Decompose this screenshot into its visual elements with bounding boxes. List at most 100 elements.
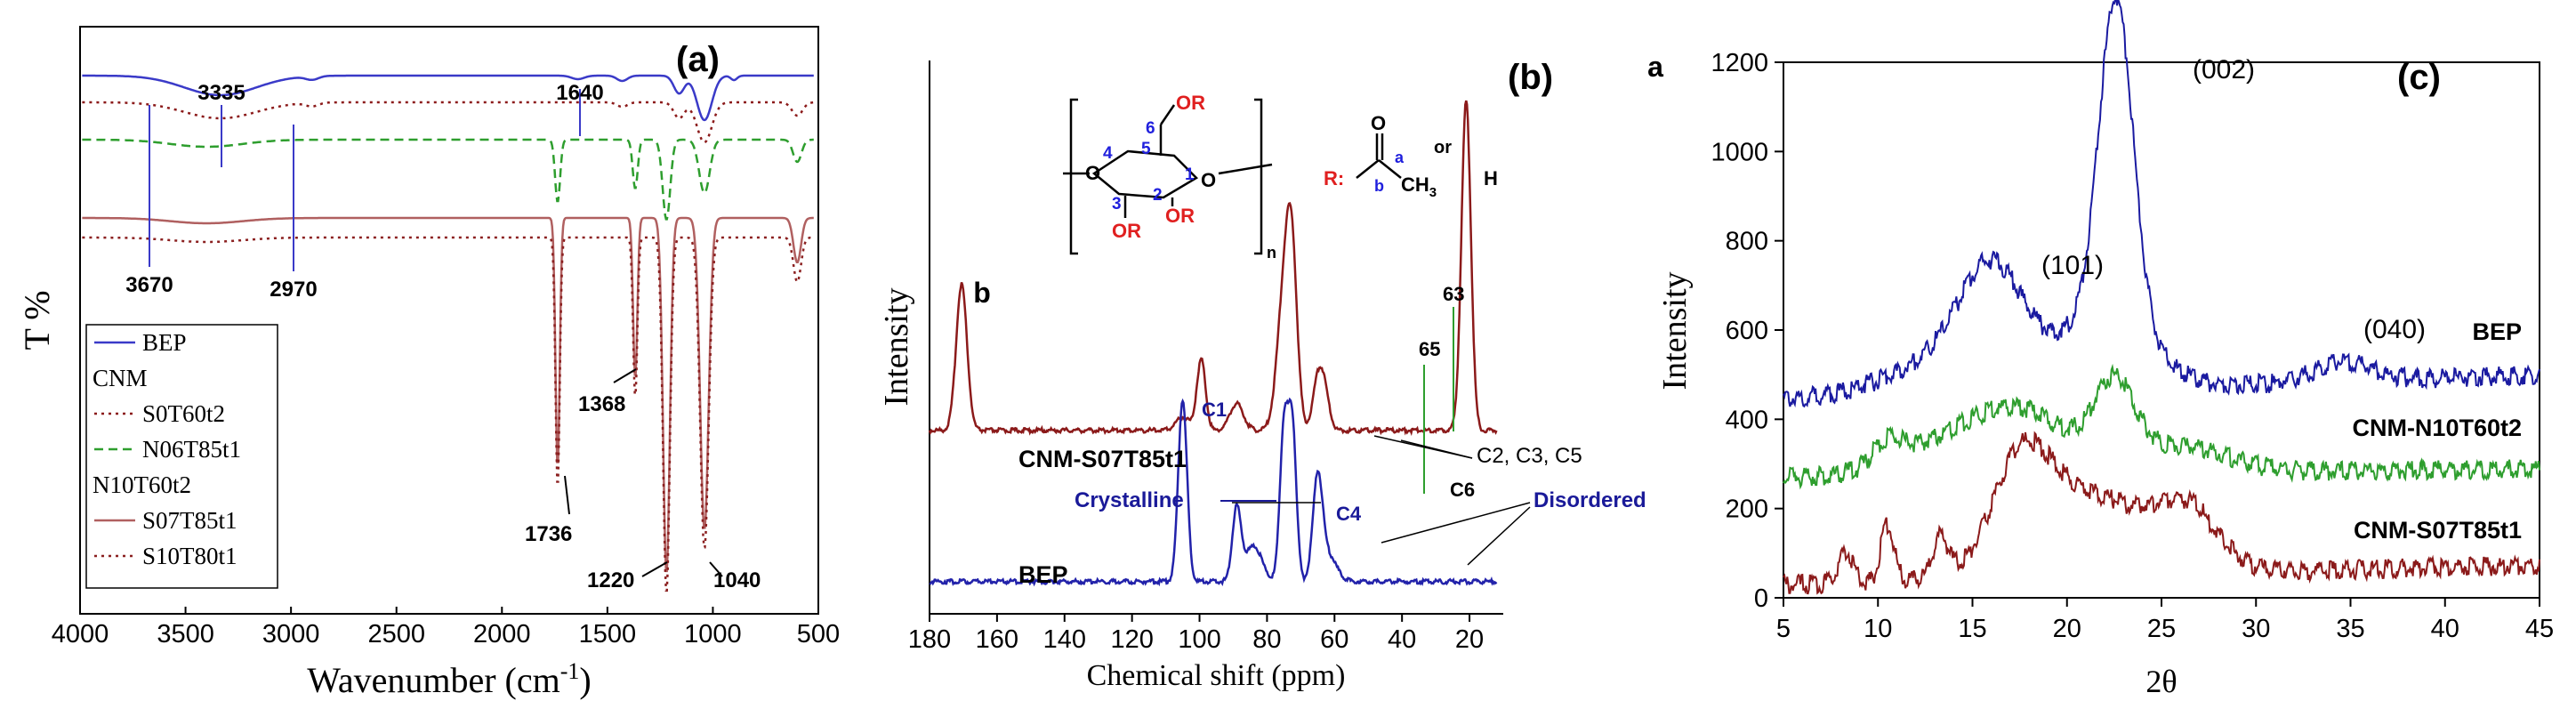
panel-c-series-group bbox=[1783, 0, 2540, 595]
panel-b-annotation-c2c3c5: C2, C3, C5 bbox=[1477, 444, 1582, 468]
panel-a-plot-frame bbox=[79, 26, 819, 615]
panel-c-series-label-cnm-s07: CNM-S07T85t1 bbox=[2354, 517, 2522, 544]
panel-b-y-label: Intensity bbox=[878, 288, 915, 407]
panel-b-x-label: Chemical shift (ppm) bbox=[1087, 659, 1346, 692]
structure-or-bottom-right: OR bbox=[1165, 205, 1195, 227]
panel-b-annotation-63: 63 bbox=[1443, 283, 1464, 305]
panel-a-annotation-1220: 1220 bbox=[587, 568, 634, 592]
panel-b-x-tick-label: 80 bbox=[1252, 625, 1281, 654]
panel-a-series-s0t60t2 bbox=[82, 101, 814, 144]
panel-a-x-tick-label: 4000 bbox=[52, 620, 109, 649]
structure-left-bracket bbox=[1069, 98, 1078, 255]
panel-c-x-tick-label: 15 bbox=[1958, 615, 1986, 643]
panel-c-x-tick-label: 5 bbox=[1776, 615, 1791, 643]
panel-c-x-ticks: 5 10 15 20 25 30 35 40 45 bbox=[1776, 598, 2554, 643]
structure-or-bottom-left: OR bbox=[1112, 220, 1141, 242]
panel-a-legend-label: S0T60t2 bbox=[142, 400, 225, 427]
structure-r-ch3: CH3 bbox=[1401, 173, 1437, 200]
panel-b-disordered-arrow-b bbox=[1467, 506, 1531, 566]
structure-or-text: or bbox=[1434, 138, 1452, 157]
panel-a-x-label-close: ) bbox=[579, 660, 591, 700]
structure-r-bond-2 bbox=[1378, 159, 1402, 179]
panel-c-x-label: 2θ bbox=[2145, 664, 2177, 699]
panel-a-x-tick-label: 1500 bbox=[579, 620, 637, 649]
panel-a-series-group bbox=[82, 74, 814, 592]
panel-c-x-tick-label: 20 bbox=[2053, 615, 2081, 643]
panel-c-x-tick-label: 25 bbox=[2147, 615, 2176, 643]
panel-c-y-tick-label: 200 bbox=[1726, 495, 1768, 524]
panel-a-legend-label: N06T85t1 bbox=[142, 436, 241, 463]
panel-c-series-cnm-n10t60t2 bbox=[1783, 363, 2540, 490]
panel-c-series-label-bep: BEP bbox=[2472, 318, 2522, 345]
panel-c-y-tick-label: 600 bbox=[1726, 317, 1768, 345]
panel-b-annotation-c1: C1 bbox=[1202, 399, 1227, 421]
structure-or-top: OR bbox=[1176, 92, 1205, 114]
panel-a-x-tick-label: 3000 bbox=[262, 620, 320, 649]
panel-c-y-label: Intensity bbox=[1656, 272, 1694, 391]
structure-bond-right bbox=[1218, 163, 1273, 175]
panel-b: 180 160 140 120 100 80 60 40 20 (b) Intensity Ch… bbox=[878, 51, 1663, 692]
panel-b-annotation-crystalline: Crystalline bbox=[1075, 488, 1184, 512]
panel-b-x-ticks: 180 160 140 120 100 80 60 40 20 bbox=[908, 614, 1484, 654]
panel-b-label: (b) bbox=[1508, 58, 1553, 97]
chemical-structure: n O O OR OR OR 1 2 3 4 5 6 R: O b bbox=[1063, 92, 1498, 262]
panel-a-pointer-1040 bbox=[709, 561, 723, 577]
panel-c-y-tick-label: 1200 bbox=[1711, 49, 1768, 77]
panel-a-legend: BEP CNM S0T60t2 N06T85t1 N10T60t2 S07T85t1 S10… bbox=[85, 324, 278, 589]
panel-b-annotation-c4: C4 bbox=[1336, 503, 1362, 525]
panel-a-x-label-sup: -1 bbox=[560, 658, 580, 684]
panel-a-legend-label: S10T80t1 bbox=[142, 543, 237, 569]
panel-b-peak-a-label: a bbox=[1647, 51, 1663, 83]
panel-b-x-tick-label: 140 bbox=[1043, 625, 1086, 654]
panel-a-x-tick-label: 2000 bbox=[473, 620, 531, 649]
panel-a-x-label-main: Wavenumber (cm bbox=[307, 660, 559, 700]
structure-num-1: 1 bbox=[1185, 165, 1195, 184]
panel-c-y-tick-label: 800 bbox=[1726, 228, 1768, 256]
panel-c-y-ticks: 0 200 400 600 800 1000 1200 bbox=[1711, 49, 1783, 613]
panel-a-annotation-1040: 1040 bbox=[713, 568, 761, 592]
panel-a-legend-box bbox=[85, 324, 278, 589]
structure-num-2: 2 bbox=[1153, 186, 1163, 205]
panel-c-label: (c) bbox=[2397, 58, 2441, 97]
structure-bond-c6b bbox=[1159, 104, 1176, 125]
panel-a-series-n06t85t1 bbox=[82, 138, 814, 221]
panel-a-annotation-3670: 3670 bbox=[125, 273, 173, 297]
panel-a-annotation-3335: 3335 bbox=[197, 81, 245, 105]
panel-b-x-tick-label: 60 bbox=[1320, 625, 1348, 654]
panel-b-x-tick-label: 120 bbox=[1110, 625, 1153, 654]
panel-a-x-tick-label: 2500 bbox=[367, 620, 425, 649]
structure-r-bond-1 bbox=[1356, 159, 1380, 179]
panel-a-x-tick-label: 3500 bbox=[157, 620, 214, 649]
panel-b-x-tick-label: 40 bbox=[1388, 625, 1416, 654]
panel-b-x-tick-label: 20 bbox=[1455, 625, 1484, 654]
structure-o-left: O bbox=[1085, 162, 1100, 184]
structure-o-right: O bbox=[1201, 169, 1216, 191]
panel-c-series-bep bbox=[1783, 0, 2540, 408]
panel-c-x-tick-label: 10 bbox=[1864, 615, 1892, 643]
panel-b-annotation-c6: C6 bbox=[1450, 479, 1475, 501]
panel-b-series-bep bbox=[929, 397, 1498, 587]
panel-c-y-tick-label: 400 bbox=[1726, 406, 1768, 434]
structure-h-text: H bbox=[1484, 167, 1498, 189]
structure-num-6: 6 bbox=[1146, 119, 1155, 138]
panel-a-series-s07t85t1 bbox=[82, 216, 814, 573]
structure-subscript-n: n bbox=[1267, 244, 1276, 262]
panel-b-annotation-65: 65 bbox=[1419, 338, 1440, 360]
panel-a-x-tick-label: 1000 bbox=[684, 620, 742, 649]
panel-b-x-tick-label: 160 bbox=[976, 625, 1018, 654]
panel-c-x-tick-label: 45 bbox=[2525, 615, 2554, 643]
panel-c-x-tick-label: 40 bbox=[2431, 615, 2459, 643]
panel-b-disordered-arrow-a bbox=[1381, 502, 1531, 544]
panel-b-series-label-bep: BEP bbox=[1018, 561, 1068, 588]
structure-r-ch-sub: 3 bbox=[1429, 185, 1437, 200]
panel-a-annotation-1368: 1368 bbox=[578, 392, 625, 416]
panel-b-pointer-c2c3c5-b bbox=[1373, 435, 1473, 459]
panel-b-peak-b-label: b bbox=[973, 277, 991, 309]
panel-a-legend-entries: BEP CNM S0T60t2 N06T85t1 N10T60t2 S07T85t1 S10… bbox=[93, 329, 241, 569]
panel-c-y-tick-label: 1000 bbox=[1711, 138, 1768, 166]
structure-num-4: 4 bbox=[1103, 144, 1113, 163]
panel-a-x-ticks: 4000 3500 3000 2500 2000 1500 1000 500 bbox=[52, 607, 840, 649]
panel-a-legend-label: CNM bbox=[93, 365, 148, 391]
structure-r-ch: CH bbox=[1401, 173, 1429, 196]
panel-b-series-cnm-s07t85t1 bbox=[928, 100, 1498, 437]
